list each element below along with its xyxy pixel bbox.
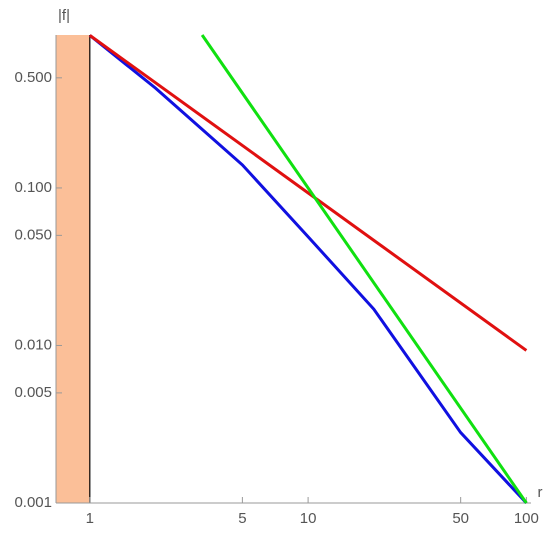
y-tick-label: 0.050 — [14, 226, 52, 243]
y-tick-label: 0.500 — [14, 69, 52, 86]
series-line — [200, 34, 528, 504]
y-tick-label: 0.100 — [14, 179, 52, 196]
series-line — [88, 34, 528, 352]
shaded-region — [56, 35, 90, 503]
x-tick-label: 100 — [514, 510, 539, 527]
series-line — [88, 34, 528, 505]
y-axis-label: |f| — [58, 7, 70, 24]
x-tick-label: 5 — [238, 510, 246, 527]
x-tick-label: 50 — [452, 510, 469, 527]
x-tick-label: 1 — [86, 510, 94, 527]
x-tick-label: 10 — [300, 510, 317, 527]
y-tick-label: 0.010 — [14, 336, 52, 353]
y-tick-label: 0.001 — [14, 494, 52, 511]
x-axis-label: r — [538, 484, 543, 501]
y-tick-label: 0.005 — [14, 384, 52, 401]
